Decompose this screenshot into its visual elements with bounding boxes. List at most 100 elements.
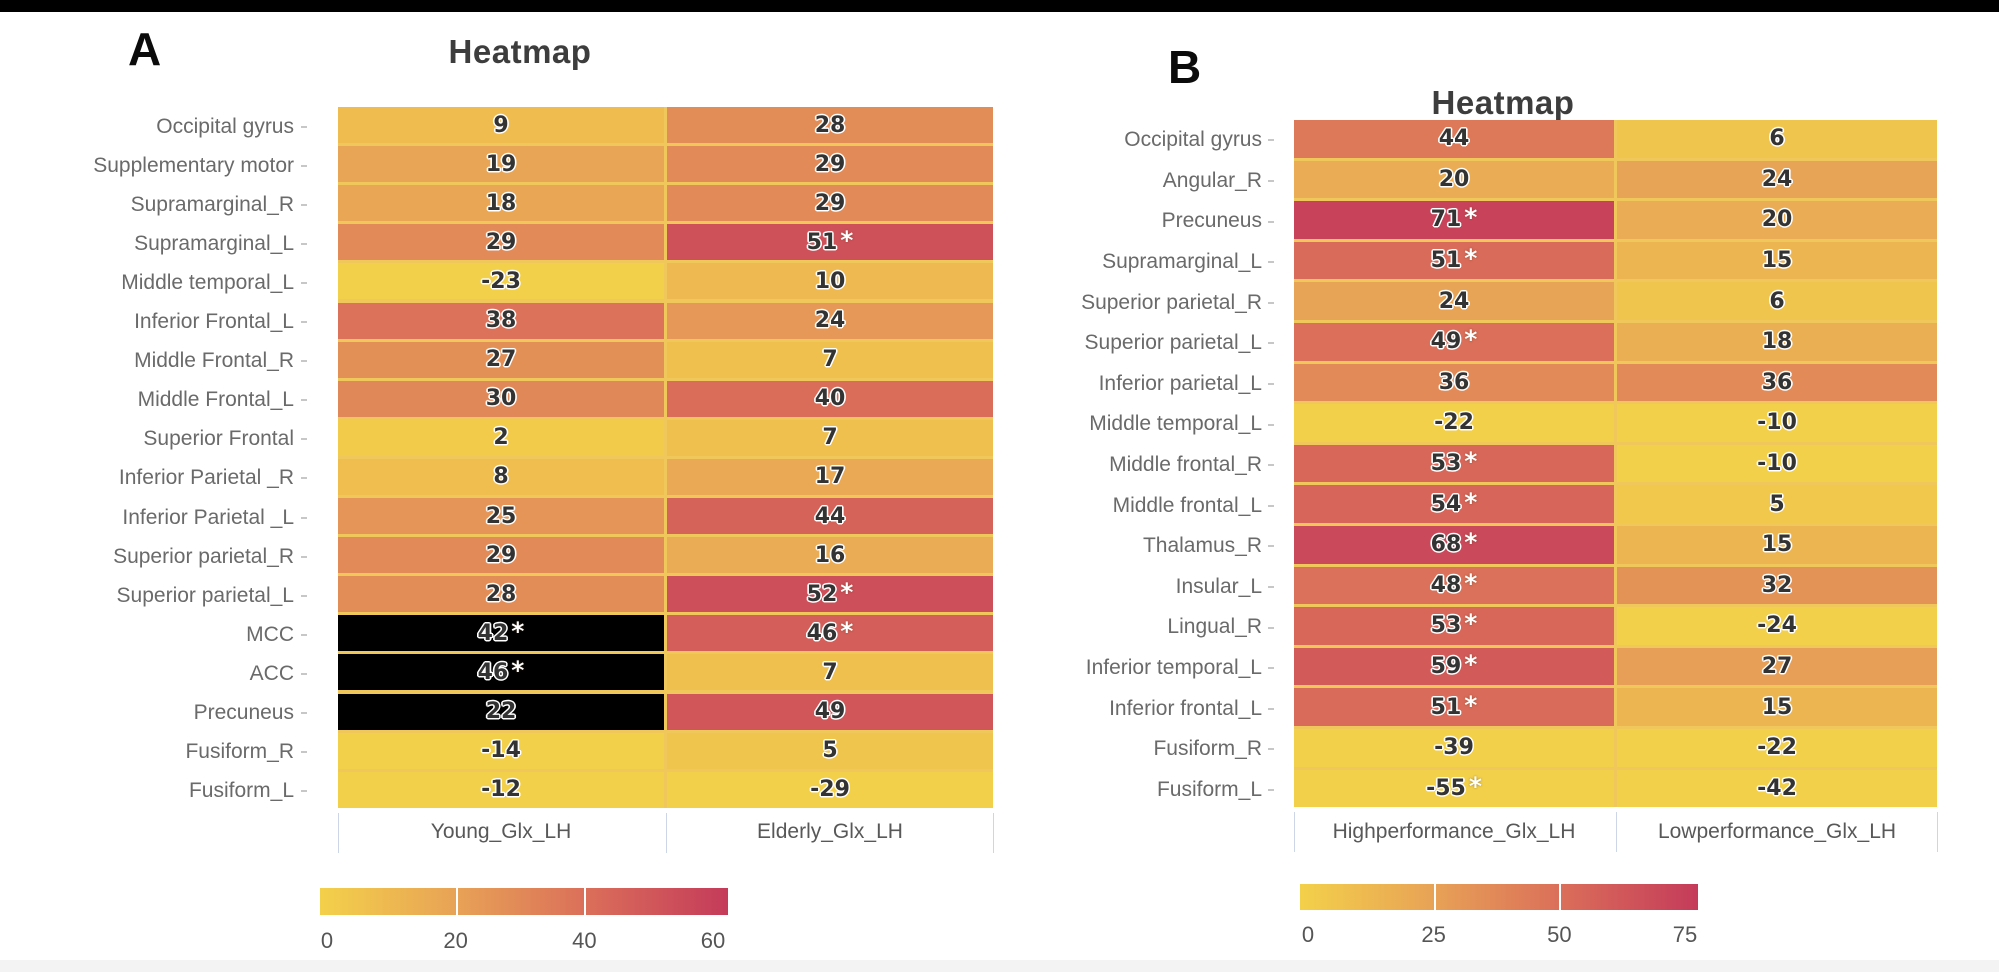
cell-value: 18 [1761,329,1793,355]
cell-value: 25 [485,503,517,529]
row-label: MCC [246,622,294,646]
row-label: Middle temporal_L [121,270,294,294]
heatmap-cell: 18 [338,185,664,222]
cell-value: -42 [1757,775,1797,801]
column-label: Highperformance_Glx_LH [1332,820,1576,843]
heatmap-cell: 46 * [667,615,993,652]
cell-value: 10 [814,268,846,294]
heatmap-cell: 44 [667,498,993,535]
row-label: Inferior Parietal _R [118,466,294,490]
heatmap-cell: 20 [1294,160,1614,199]
heatmap-cell: 48 * [1294,566,1614,605]
row-label: Middle Frontal_L [137,388,294,412]
significance-asterisk: * [1464,203,1478,233]
heatmap-grid: 9 28 19 29 18 29 29 51 * -23 10 38 24 27 7 30 40 2 7 8 17 25 4… [338,107,993,808]
row-label: Precuneus [193,701,294,725]
cell-value: -39 [1434,735,1474,761]
heatmap-cell: 51 * [667,224,993,261]
y-axis-tick [1268,545,1274,548]
cell-value: 24 [814,308,846,334]
row-label: Angular_R [1162,168,1262,192]
cell-value: -14 [481,738,521,764]
cell-value: 36 [1761,369,1793,395]
heatmap-cell: 49 * [1294,323,1614,361]
cell-value: 6 [1769,126,1785,152]
heatmap-cell: 6 [1617,282,1937,320]
significance-asterisk: * [1464,650,1478,680]
colorbar-tick-label: 25 [1421,922,1446,947]
heatmap-cell: 27 [338,341,664,378]
panel-b-title: Heatmap [1431,84,1575,121]
x-axis-tick [338,813,339,853]
x-axis-tick [1615,812,1617,852]
heatmap-cell: 27 [1617,647,1937,686]
y-axis-tick [301,125,307,128]
heatmap-cell: -10 [1617,404,1937,442]
heatmap-cell: 20 [1617,201,1937,239]
cell-value: 59 [1430,654,1462,680]
cell-value: -22 [1434,410,1474,436]
heatmap-cell: 28 [667,107,993,144]
cell-value: 29 [814,151,846,177]
cell-value: 19 [485,151,517,177]
cell-value: 27 [1761,654,1793,680]
significance-asterisk: * [1464,609,1478,639]
cell-value: 9 [493,112,509,138]
row-label: Supramarginal_L [134,231,294,255]
heatmap-cell: 51 * [1294,688,1614,726]
heatmap-cell: 29 [667,146,993,183]
y-axis-tick [1268,626,1274,629]
heatmap-cell: 15 [1617,241,1937,280]
cell-value: 71 [1430,207,1462,233]
y-axis-tick [1268,707,1274,710]
panel-a-letter: A [128,23,162,75]
row-label: Fusiform_R [185,740,294,764]
cell-value: 49 [1430,329,1462,355]
column-label: Young_Glx_LH [430,820,572,843]
heatmap-cell: 36 [1294,363,1614,402]
colorbar-tick-label: 60 [700,928,726,953]
colorbar-tick-label: 75 [1672,922,1698,947]
heatmap-cell: 17 [667,458,993,495]
colorbar-tick-label: 0 [320,928,334,953]
cell-value: 16 [814,542,846,568]
cell-value: 7 [822,425,838,451]
cell-value: -55 [1426,775,1466,801]
y-axis-tick [1268,585,1274,588]
row-label: Insular_L [1175,574,1262,598]
cell-value: 7 [822,347,838,373]
y-axis-tick [301,321,307,324]
row-label: ACC [249,661,294,685]
cell-value: 44 [814,503,846,529]
cell-value: 49 [814,699,846,725]
heatmap-cell: -29 [667,771,993,808]
cell-value: -10 [1757,410,1797,436]
heatmap-cell: 49 [667,693,993,730]
cell-value: -12 [481,777,521,803]
y-axis-tick [1268,788,1274,791]
colorbar-divider [584,888,587,915]
y-axis-tick [1268,504,1274,507]
column-label: Elderly_Glx_LH [757,820,903,843]
row-label: Superior parietal_L [116,583,294,607]
y-axis-tick [301,594,307,597]
y-axis-tick [1268,261,1274,264]
y-axis-tick [301,438,307,441]
cell-value: -23 [481,268,521,294]
column-label: Lowperformance_Glx_LH [1657,820,1897,843]
heatmap-cell: 29 [338,224,664,261]
y-axis-tick [301,633,307,636]
colorbar-tick-label: 20 [443,928,468,953]
cell-value: 27 [485,347,517,373]
y-axis-tick [301,164,307,167]
heatmap-cell: 15 [1617,688,1937,726]
cell-value: 53 [1430,613,1462,639]
significance-asterisk: * [1464,244,1478,274]
cell-value: 15 [1761,532,1793,558]
cell-value: 17 [814,464,846,490]
heatmap-cell: 24 [667,302,993,339]
heatmap-cell: -22 [1294,404,1614,442]
cell-value: 18 [485,190,517,216]
heatmap-cell: 29 [338,537,664,574]
